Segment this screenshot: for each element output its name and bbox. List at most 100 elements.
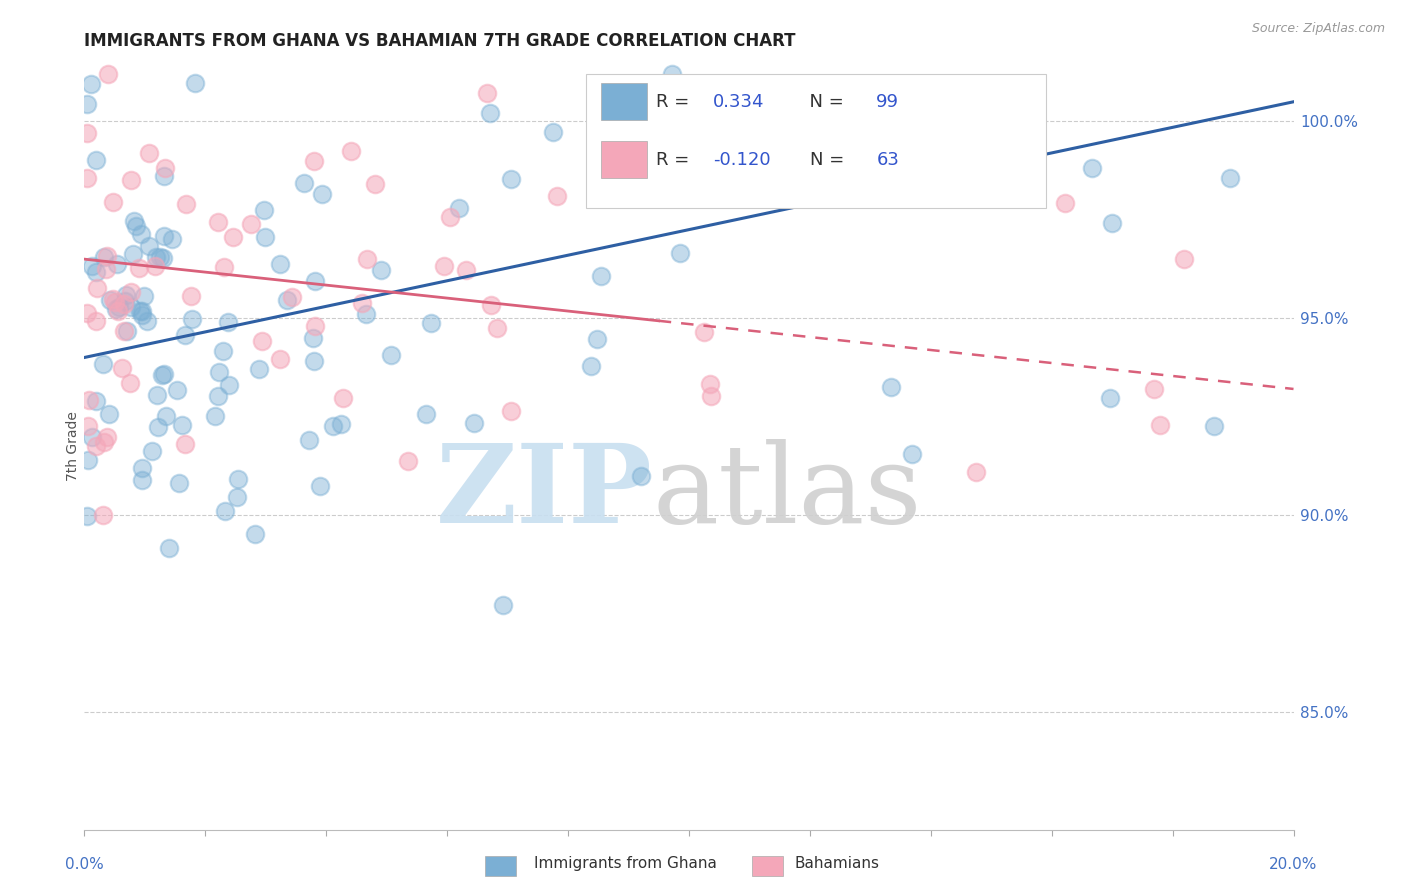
- Point: [155, 409, 177, 424]
- Point: [125, 219, 148, 233]
- Point: [114, 293, 136, 308]
- Point: [253, 203, 276, 218]
- Point: [160, 232, 183, 246]
- Point: [661, 67, 683, 81]
- Point: [96, 249, 118, 263]
- Point: [276, 293, 298, 307]
- Point: [128, 260, 150, 275]
- FancyBboxPatch shape: [600, 83, 647, 120]
- Point: [136, 313, 159, 327]
- Point: [76, 97, 98, 112]
- FancyBboxPatch shape: [586, 74, 1046, 208]
- Point: [184, 76, 207, 90]
- Point: [1101, 216, 1123, 230]
- Text: N =: N =: [797, 94, 849, 112]
- Point: [901, 447, 924, 461]
- Point: [302, 354, 325, 368]
- Point: [138, 239, 160, 253]
- Point: [208, 365, 231, 379]
- Point: [103, 293, 125, 307]
- Point: [76, 171, 98, 186]
- Point: [356, 306, 378, 320]
- Point: [93, 435, 115, 450]
- Point: [157, 541, 180, 556]
- Point: [1099, 392, 1122, 406]
- Point: [330, 417, 353, 431]
- Text: R =: R =: [657, 151, 696, 169]
- Point: [167, 475, 190, 490]
- Point: [668, 246, 690, 260]
- Text: N =: N =: [810, 151, 849, 169]
- Point: [579, 359, 602, 373]
- Point: [207, 389, 229, 403]
- Point: [207, 215, 229, 229]
- Point: [174, 437, 197, 451]
- Point: [486, 321, 509, 335]
- Point: [172, 417, 194, 432]
- Point: [332, 391, 354, 405]
- Point: [456, 263, 478, 277]
- Point: [380, 348, 402, 362]
- Point: [84, 153, 107, 167]
- Y-axis label: 7th Grade: 7th Grade: [66, 411, 80, 481]
- Point: [120, 172, 142, 186]
- Point: [364, 177, 387, 191]
- Point: [101, 195, 124, 210]
- Point: [115, 325, 138, 339]
- Point: [243, 527, 266, 541]
- Point: [118, 376, 141, 390]
- Point: [650, 141, 672, 155]
- Point: [93, 250, 115, 264]
- Point: [630, 469, 652, 483]
- Point: [112, 324, 135, 338]
- Point: [700, 389, 723, 403]
- Point: [97, 67, 120, 81]
- Point: [280, 290, 302, 304]
- Point: [543, 125, 565, 139]
- Point: [86, 281, 108, 295]
- Point: [120, 300, 142, 314]
- Point: [143, 259, 166, 273]
- Point: [76, 453, 98, 467]
- Point: [152, 251, 174, 265]
- Point: [131, 473, 153, 487]
- Point: [1149, 418, 1171, 433]
- Point: [240, 217, 263, 231]
- Point: [304, 274, 326, 288]
- Point: [492, 599, 515, 613]
- Point: [104, 295, 127, 310]
- Point: [84, 314, 107, 328]
- Point: [84, 439, 107, 453]
- Point: [122, 213, 145, 227]
- Point: [91, 357, 114, 371]
- Point: [84, 393, 107, 408]
- Point: [134, 289, 156, 303]
- Point: [166, 383, 188, 397]
- Point: [152, 367, 174, 381]
- Point: [479, 298, 502, 312]
- Point: [181, 311, 204, 326]
- Point: [477, 86, 499, 100]
- Point: [104, 302, 127, 317]
- Point: [449, 202, 471, 216]
- Point: [370, 263, 392, 277]
- Text: 63: 63: [876, 151, 900, 169]
- Point: [396, 453, 419, 467]
- Point: [145, 251, 167, 265]
- Point: [302, 331, 325, 345]
- Point: [228, 472, 250, 486]
- Point: [112, 297, 135, 311]
- Point: [433, 259, 456, 273]
- Point: [131, 461, 153, 475]
- Point: [121, 246, 143, 260]
- Point: [253, 230, 276, 244]
- Point: [174, 327, 197, 342]
- Point: [141, 444, 163, 458]
- Text: Source: ZipAtlas.com: Source: ZipAtlas.com: [1251, 22, 1385, 36]
- Text: IMMIGRANTS FROM GHANA VS BAHAMIAN 7TH GRADE CORRELATION CHART: IMMIGRANTS FROM GHANA VS BAHAMIAN 7TH GR…: [84, 32, 796, 50]
- Text: -0.120: -0.120: [713, 151, 770, 169]
- Text: R =: R =: [657, 94, 696, 112]
- Point: [304, 319, 326, 334]
- Point: [439, 210, 461, 224]
- Point: [77, 418, 100, 433]
